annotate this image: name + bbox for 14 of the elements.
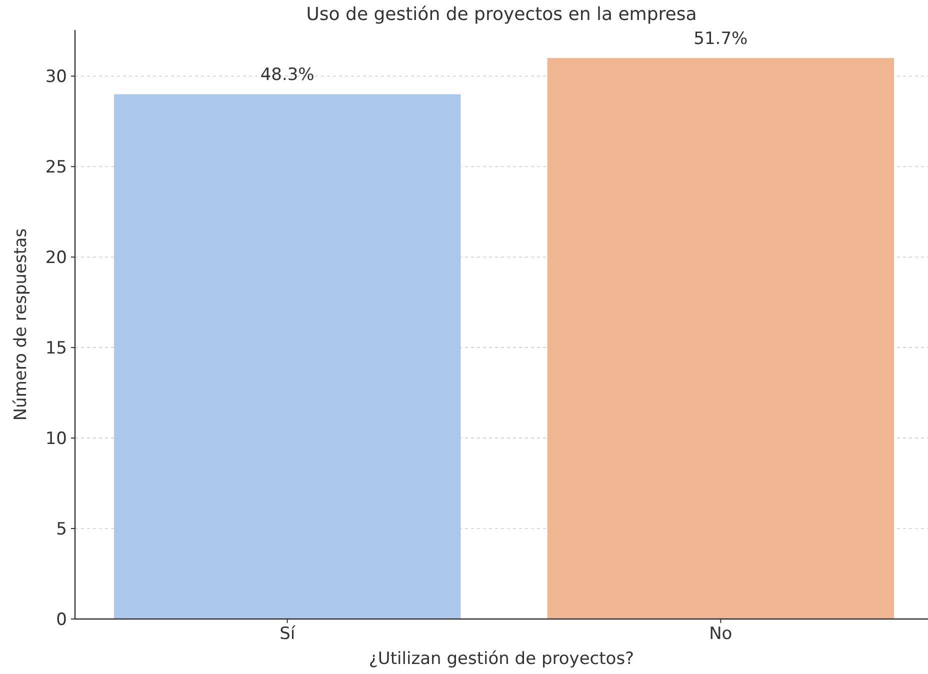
x-tick-label: Sí — [280, 624, 296, 644]
annotation: 48.3% — [260, 65, 314, 86]
y-tick-label: 20 — [45, 248, 67, 268]
x-axis-title: ¿Utilizan gestión de proyectos? — [368, 649, 634, 669]
y-axis-title: Número de respuestas — [11, 228, 31, 421]
y-tick-label: 15 — [45, 338, 67, 359]
chart-title: Uso de gestión de proyectos en la empresa — [306, 4, 697, 25]
y-tick-label: 10 — [45, 429, 67, 449]
y-tick-label: 30 — [45, 67, 67, 88]
y-tick-label: 5 — [56, 519, 67, 540]
x-tick-label: No — [709, 624, 732, 644]
y-tick-label: 25 — [45, 158, 67, 178]
annotation: 51.7% — [694, 29, 748, 50]
y-tick-label: 0 — [56, 610, 67, 630]
